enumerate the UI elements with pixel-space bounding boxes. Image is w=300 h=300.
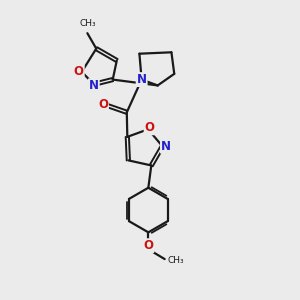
- Text: N: N: [137, 73, 147, 86]
- Text: O: O: [145, 121, 154, 134]
- Text: N: N: [161, 140, 171, 153]
- Text: O: O: [98, 98, 108, 111]
- Text: N: N: [89, 79, 99, 92]
- Text: CH₃: CH₃: [167, 256, 184, 265]
- Text: CH₃: CH₃: [79, 19, 96, 28]
- Text: O: O: [143, 239, 153, 252]
- Text: O: O: [74, 65, 84, 78]
